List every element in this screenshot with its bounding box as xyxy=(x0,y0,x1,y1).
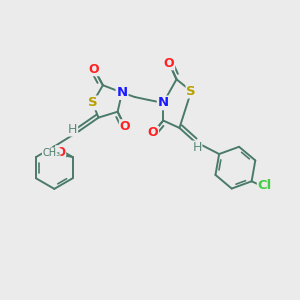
Text: O: O xyxy=(164,57,175,70)
Text: S: S xyxy=(88,96,98,110)
Text: N: N xyxy=(158,96,169,110)
Text: H: H xyxy=(192,141,202,154)
Text: H: H xyxy=(68,123,77,136)
Text: O: O xyxy=(89,62,99,76)
Text: S: S xyxy=(186,85,196,98)
Text: N: N xyxy=(116,86,128,99)
Text: O: O xyxy=(120,120,130,133)
Text: O: O xyxy=(148,126,158,140)
Text: Cl: Cl xyxy=(257,179,272,192)
Text: O: O xyxy=(56,146,66,159)
Text: CH₃: CH₃ xyxy=(42,148,60,158)
